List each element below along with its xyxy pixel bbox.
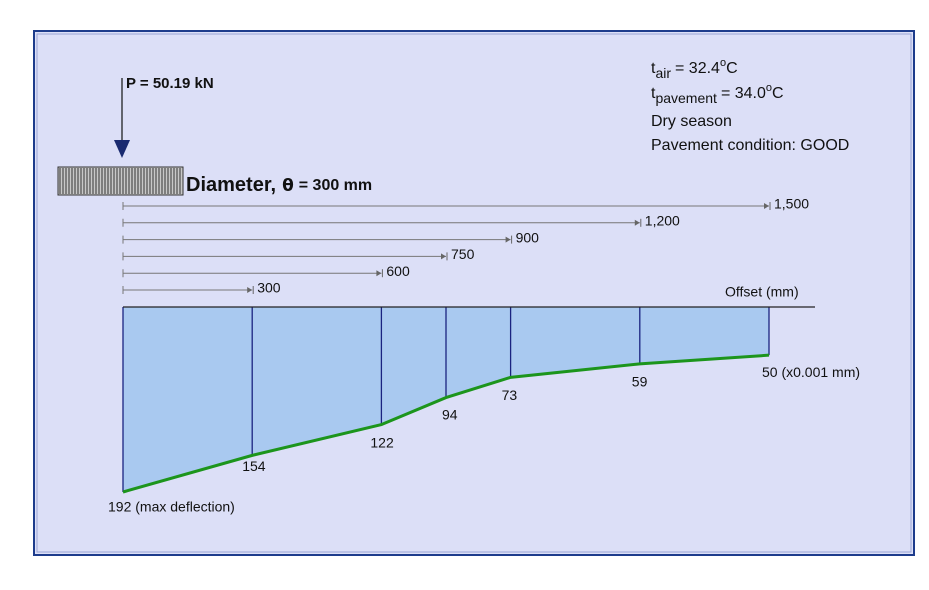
temp-value: = 34.0 — [721, 85, 766, 102]
temp-unit: C — [726, 60, 738, 77]
offset-arrow-head — [247, 287, 253, 293]
offset-arrow-head — [505, 236, 511, 243]
temp-degree: o — [766, 82, 772, 94]
value-label: 192 (max deflection) — [108, 499, 235, 515]
plate-size: = 300 mm — [299, 177, 372, 194]
plate-symbol: θ — [282, 176, 294, 196]
value-label: 59 — [632, 374, 648, 390]
offset-label: 750 — [451, 246, 475, 262]
deflection-chart: 300 600 750 900 1,200 1,500 Offset (mm) 192 (ma… — [108, 196, 860, 515]
value-label: 73 — [502, 387, 518, 403]
deflection-area — [123, 307, 769, 492]
offset-label: 1,500 — [774, 196, 809, 212]
temp-symbol: t — [651, 85, 656, 102]
loading-plate — [57, 166, 184, 196]
temp-subscript: pavement — [655, 90, 717, 106]
offset-label: 900 — [516, 229, 540, 245]
value-label: 50 (x0.001 mm) — [762, 364, 860, 380]
panel-inner-border — [36, 33, 912, 553]
offset-arrow-head — [376, 270, 382, 277]
air-temperature: tair = 32.4oC — [651, 57, 738, 81]
temp-symbol: t — [651, 60, 656, 77]
season: Dry season — [651, 113, 732, 130]
temp-unit: C — [772, 85, 784, 102]
pavement-condition: Pavement condition: GOOD — [651, 137, 849, 154]
offset-arrow-head — [634, 219, 640, 226]
axis-label: Offset (mm) — [725, 284, 799, 300]
offset-label: 600 — [386, 263, 410, 279]
temp-subscript: air — [655, 65, 671, 81]
plate-label: Diameter, θ = 300 mm — [186, 174, 372, 196]
offset-label: 300 — [257, 280, 281, 296]
plate-text: Diameter, — [186, 174, 276, 196]
pavement-temperature: tpavement = 34.0oC — [651, 82, 784, 106]
value-label: 154 — [242, 458, 266, 474]
load-label: P = 50.19 kN — [126, 75, 214, 92]
offset-arrow-head — [441, 253, 446, 260]
deflection-line — [122, 353, 770, 494]
load-arrow-head — [114, 140, 130, 158]
temp-value: = 32.4 — [675, 60, 720, 77]
offset-arrow-head — [764, 203, 769, 209]
value-label: 122 — [370, 434, 394, 450]
temp-degree: o — [720, 57, 726, 69]
offset-label: 1,200 — [645, 213, 680, 229]
value-label: 94 — [442, 406, 458, 422]
